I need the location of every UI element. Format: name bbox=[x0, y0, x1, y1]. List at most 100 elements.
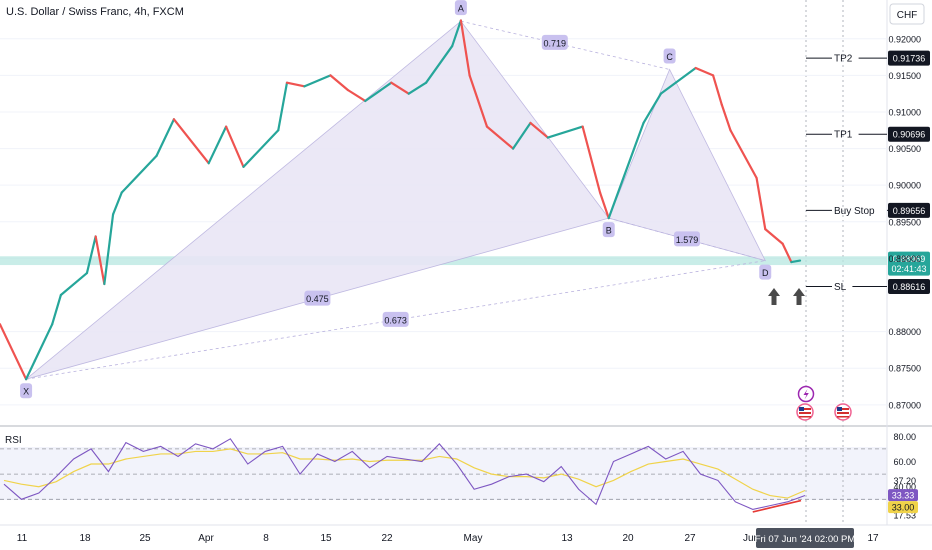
price-segment bbox=[607, 121, 645, 220]
price-segment bbox=[207, 125, 228, 165]
level-price-label: 0.88616 bbox=[893, 282, 926, 292]
currency-button[interactable]: CHF bbox=[889, 3, 925, 25]
price-segment bbox=[468, 74, 489, 128]
pattern-point-label: D bbox=[762, 268, 769, 278]
pattern-point-badge bbox=[663, 48, 676, 64]
price-tick-label: 0.89500 bbox=[888, 217, 921, 227]
rsi-value-badge bbox=[888, 489, 918, 502]
price-segment bbox=[0, 323, 28, 381]
pattern-ratio-badge bbox=[541, 34, 568, 50]
rsi-band bbox=[0, 447, 887, 500]
us-flag-event-icon[interactable] bbox=[796, 403, 814, 421]
level-name: TP1 bbox=[834, 130, 853, 141]
price-segment bbox=[511, 121, 532, 150]
price-tick-label: 0.90000 bbox=[888, 181, 921, 191]
price-segment bbox=[103, 213, 115, 286]
level-price-label: 0.90696 bbox=[893, 130, 926, 140]
price-tick-label: 0.87500 bbox=[888, 364, 921, 374]
price-segment bbox=[485, 125, 515, 150]
price-segment bbox=[581, 125, 602, 194]
pattern-point-label: B bbox=[606, 226, 612, 236]
price-segment bbox=[425, 44, 454, 84]
rsi-value-label: 33.33 bbox=[892, 491, 915, 501]
rsi-ma-value-label: 37.20 bbox=[893, 476, 916, 486]
pattern-ratio-badge bbox=[304, 290, 331, 306]
level-name: Buy Stop bbox=[834, 206, 875, 217]
time-tick-label: Apr bbox=[198, 533, 214, 544]
pattern-point-badge bbox=[20, 383, 33, 399]
price-segment bbox=[459, 19, 471, 77]
rsi-tick-label: 60.00 bbox=[893, 457, 916, 467]
price-segment bbox=[172, 118, 210, 165]
crosshair-time-label: Fri 07 Jun '24 02:00 PM bbox=[755, 534, 856, 545]
price-segment bbox=[224, 125, 245, 168]
price-segment bbox=[329, 74, 349, 92]
price-segment bbox=[711, 74, 723, 106]
pattern-ratio-label: 0.719 bbox=[544, 38, 567, 48]
price-segment bbox=[790, 259, 802, 264]
level-price-badge bbox=[888, 202, 930, 218]
price-segment bbox=[111, 191, 123, 216]
price-segment bbox=[781, 242, 793, 264]
time-tick-label: 17 bbox=[867, 533, 879, 544]
price-segment bbox=[720, 103, 732, 132]
price-segment bbox=[303, 74, 332, 88]
price-segment bbox=[694, 66, 715, 77]
pattern-point-badge bbox=[602, 222, 615, 238]
price-tick-label: 0.92000 bbox=[888, 34, 921, 44]
price-segment bbox=[94, 235, 106, 286]
level-price-badge bbox=[888, 279, 930, 295]
price-segment bbox=[33, 323, 54, 362]
price-segment bbox=[85, 235, 97, 275]
level-price-label: 0.89656 bbox=[893, 206, 926, 216]
price-tick-label: 0.90500 bbox=[888, 144, 921, 154]
pattern-point-label: A bbox=[458, 4, 464, 14]
price-segment bbox=[364, 81, 393, 103]
price-segment bbox=[659, 66, 697, 95]
price-segment bbox=[755, 176, 767, 231]
price-segment bbox=[277, 81, 289, 132]
time-tick-label: 8 bbox=[263, 533, 269, 544]
current-price-label: 0.88969 bbox=[893, 254, 926, 264]
pattern-ratio-label: 0.673 bbox=[384, 315, 407, 325]
rsi-ma-line bbox=[3, 448, 806, 499]
price-segment bbox=[407, 81, 428, 95]
price-tick-label: 0.87000 bbox=[888, 400, 921, 410]
pattern-point-badge bbox=[759, 264, 772, 280]
rsi-line bbox=[3, 438, 806, 510]
time-tick-label: 27 bbox=[684, 533, 696, 544]
price-tick-label: 0.88000 bbox=[888, 327, 921, 337]
lightning-event-icon[interactable] bbox=[797, 385, 815, 403]
price-segment bbox=[764, 228, 784, 245]
level-name: SL bbox=[834, 282, 847, 293]
pattern-point-label: C bbox=[666, 52, 673, 62]
level-name: TP2 bbox=[834, 54, 853, 65]
time-tick-label: 15 bbox=[320, 533, 332, 544]
price-segment bbox=[642, 92, 663, 125]
price-segment bbox=[598, 191, 610, 220]
time-tick-label: May bbox=[464, 533, 483, 544]
level-price-badge bbox=[888, 50, 930, 66]
price-segment bbox=[451, 19, 462, 48]
rsi-level-label: 33.00 bbox=[892, 503, 915, 513]
price-segment bbox=[346, 88, 367, 103]
pattern-ratio-label: 1.579 bbox=[676, 235, 699, 245]
time-tick-label: 13 bbox=[561, 533, 573, 544]
pattern-ratio-badge bbox=[382, 311, 409, 327]
price-segment bbox=[59, 271, 89, 297]
currency-button-label: CHF bbox=[897, 10, 918, 21]
price-segment bbox=[729, 129, 758, 179]
pattern-point-badge bbox=[454, 0, 467, 16]
price-tick-label: 0.89000 bbox=[888, 254, 921, 264]
crosshair-time-badge bbox=[756, 528, 854, 548]
level-price-label: 0.91736 bbox=[893, 54, 926, 64]
rsi-tick-label: 80.00 bbox=[893, 432, 916, 442]
pattern-ratio-badge bbox=[673, 231, 700, 247]
time-tick-label: 22 bbox=[381, 533, 393, 544]
price-segment bbox=[24, 359, 36, 381]
price-tick-label: 0.91500 bbox=[888, 71, 921, 81]
pattern-ratio-label: 0.475 bbox=[306, 294, 329, 304]
time-tick-label: 25 bbox=[139, 533, 151, 544]
us-flag-event-icon[interactable] bbox=[834, 403, 852, 421]
